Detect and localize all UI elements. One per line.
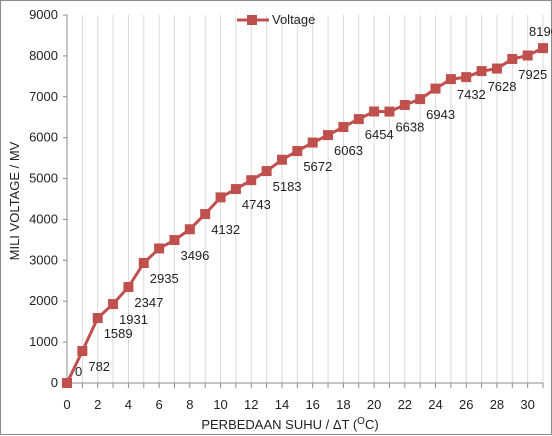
y-tick-label: 8000 [29, 48, 58, 63]
y-tick-labels: 0 1000 2000 3000 4000 5000 6000 7000 8000 9000 [29, 7, 58, 390]
data-point [92, 313, 103, 324]
data-point [169, 235, 180, 246]
data-point [415, 94, 426, 105]
data-point [538, 43, 548, 54]
y-tick-label: 0 [51, 375, 58, 390]
data-label: 4743 [242, 197, 271, 212]
y-tick-label: 5000 [29, 171, 58, 186]
legend-label: Voltage [272, 12, 315, 27]
x-tick-label: 30 [520, 397, 534, 412]
data-point [108, 299, 119, 310]
x-tick-label: 24 [428, 397, 442, 412]
x-tick-label: 26 [459, 397, 473, 412]
data-label: 7925 [518, 67, 547, 82]
data-point [491, 63, 502, 74]
data-label: 7432 [457, 87, 486, 102]
data-label: 7628 [488, 79, 517, 94]
x-axis-title-main: PERBEDAAN SUHU / ΔT ( [201, 417, 357, 432]
data-point [230, 184, 241, 195]
data-point [261, 166, 272, 177]
y-tick-label: 4000 [29, 211, 58, 226]
x-tick-label: 22 [398, 397, 412, 412]
data-point [276, 154, 287, 165]
data-label: 5183 [273, 179, 302, 194]
data-label: 6638 [395, 120, 424, 135]
data-label: 2935 [150, 271, 179, 286]
data-label: 5672 [303, 159, 332, 174]
legend: Voltage [237, 12, 315, 27]
y-tick-label: 1000 [29, 334, 58, 349]
x-tick-label: 20 [367, 397, 381, 412]
data-label: 6943 [426, 107, 455, 122]
x-tick-label: 28 [490, 397, 504, 412]
legend-marker [247, 15, 257, 25]
data-point [154, 243, 165, 254]
x-tick-label: 14 [275, 397, 289, 412]
x-tick-label: 10 [213, 397, 227, 412]
data-point [522, 50, 533, 61]
data-point [62, 378, 72, 388]
x-tick-label: 16 [305, 397, 319, 412]
data-point [184, 224, 195, 235]
data-label: 1931 [119, 312, 148, 327]
data-point [77, 346, 88, 357]
data-point [307, 137, 318, 148]
x-axis-title-sup: O [357, 416, 365, 427]
y-tick-label: 3000 [29, 252, 58, 267]
axes [63, 14, 544, 388]
data-label: 2347 [134, 295, 163, 310]
data-label: 3496 [180, 248, 209, 263]
data-point [445, 74, 456, 85]
x-tick-label: 6 [156, 397, 163, 412]
data-point [138, 257, 149, 268]
x-tick-label: 2 [94, 397, 101, 412]
data-point [246, 175, 257, 186]
x-tick-labels: 0 2 4 6 8 10 12 14 16 18 20 22 24 26 28 30 [63, 397, 534, 412]
x-tick-label: 8 [186, 397, 193, 412]
data-label: 6063 [334, 143, 363, 158]
data-point [323, 130, 334, 141]
x-tick-label: 18 [336, 397, 350, 412]
x-axis-title: PERBEDAAN SUHU / ΔT (OC) [201, 416, 378, 432]
x-axis-title-unit: C) [365, 417, 379, 432]
y-tick-label: 7000 [29, 89, 58, 104]
y-tick-label: 6000 [29, 130, 58, 145]
data-label: 6454 [365, 127, 394, 142]
x-tick-label: 4 [125, 397, 132, 412]
data-point [215, 192, 226, 203]
data-label: 782 [88, 359, 110, 374]
data-point [476, 66, 487, 77]
x-tick-label: 0 [63, 397, 70, 412]
data-point [200, 209, 211, 220]
data-point [430, 83, 441, 94]
grid [81, 15, 544, 383]
data-label: 0 [75, 364, 82, 379]
data-point [384, 106, 395, 117]
data-label: 4132 [211, 222, 240, 237]
data-point [123, 282, 134, 293]
series-voltage [62, 43, 548, 388]
data-point [369, 106, 380, 117]
x-tick-label: 12 [244, 397, 258, 412]
data-point [292, 146, 303, 157]
data-point [507, 53, 518, 64]
data-point [338, 122, 349, 133]
y-tick-label: 2000 [29, 293, 58, 308]
y-tick-label: 9000 [29, 7, 58, 22]
data-point [399, 99, 410, 110]
y-axis-title: MILI VOLTAGE / MV [7, 141, 22, 260]
data-label: 1589 [104, 326, 133, 341]
data-point [461, 72, 472, 83]
data-point [353, 114, 364, 125]
data-label: 8190 [529, 24, 552, 39]
